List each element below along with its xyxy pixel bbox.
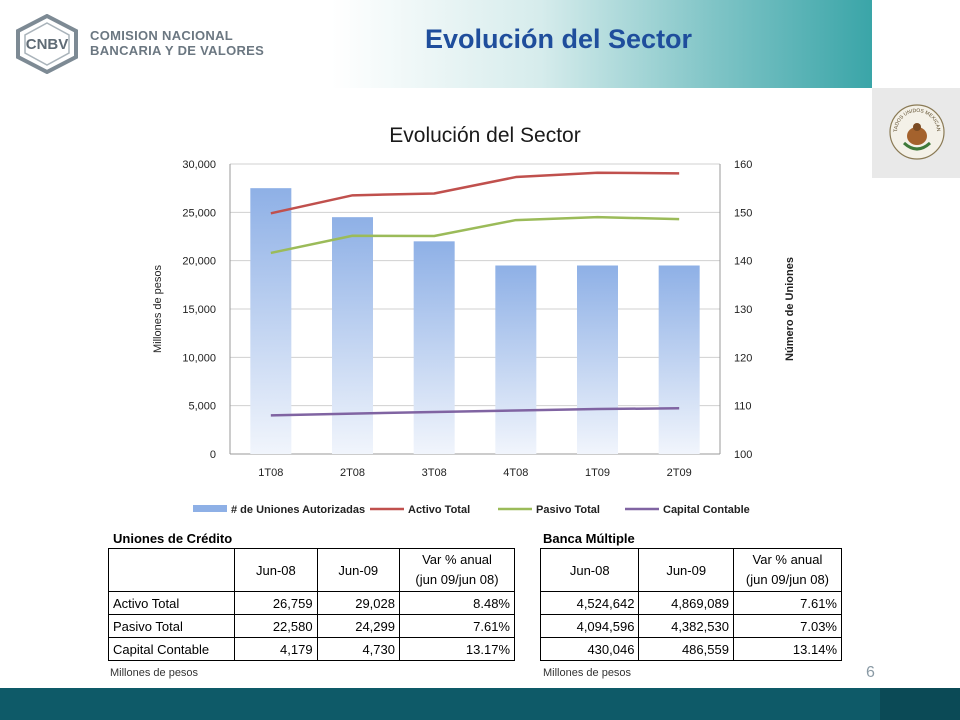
y2-tick-label: 130 — [734, 304, 752, 316]
banca-table: Jun-08 Jun-09 Var % anual (jun 09/jun 08… — [539, 548, 843, 661]
uniones-title: Uniones de Crédito — [113, 531, 233, 546]
bar — [332, 217, 373, 454]
footer-bar-right — [880, 688, 960, 720]
header-right-block — [872, 0, 960, 88]
table-row: Activo Total 26,759 29,028 8.48% — [107, 591, 516, 615]
logo-line-2: BANCARIA Y DE VALORES — [90, 43, 265, 58]
page-title: Evolución del Sector — [425, 24, 693, 54]
y2-tick-label: 140 — [734, 256, 752, 268]
y-tick-label: 15,000 — [182, 304, 216, 316]
row-label: Pasivo Total — [107, 614, 236, 638]
y-tick-label: 25,000 — [182, 207, 216, 219]
cell-value: 4,094,596 — [539, 614, 640, 638]
table-row: Capital Contable 4,179 4,730 13.17% — [107, 637, 516, 661]
legend-label: # de Uniones Autorizadas — [231, 504, 365, 516]
chart-title: Evolución del Sector — [389, 124, 580, 147]
table-row: 4,524,642 4,869,089 7.61% — [539, 591, 843, 615]
uniones-note: Millones de pesos — [110, 667, 199, 679]
var-header-line-1: Var % anual — [422, 552, 492, 567]
bar — [495, 265, 537, 454]
series-line — [270, 215, 680, 255]
cell-value: 8.48% — [398, 591, 516, 615]
cell-value: 13.17% — [398, 637, 516, 661]
table-header-cell: Jun-09 — [316, 548, 400, 592]
y2-tick-label: 160 — [734, 159, 752, 171]
table-header-row: Jun-08 Jun-09 Var % anual (jun 09/jun 08… — [107, 548, 516, 592]
logo-text: COMISION NACIONAL BANCARIA Y DE VALORES — [90, 28, 264, 58]
bar — [250, 188, 292, 454]
evolucion-chart: Evolución del Sector 0 100 5,000 110 10,000 12… — [152, 124, 796, 516]
var-header-line-2: (jun 09/jun 08) — [745, 572, 830, 587]
cnbv-logo-icon: CNBV — [16, 14, 78, 74]
x-tick-label: 2T09 — [667, 467, 692, 479]
y-axis-label: Millones de pesos — [152, 264, 164, 353]
bar — [658, 265, 700, 454]
footer-bar — [0, 688, 880, 720]
cell-value: 4,524,642 — [539, 591, 640, 615]
series-line — [270, 407, 680, 417]
var-header-line-1: Var % anual — [752, 552, 823, 567]
var-header-line-2: (jun 09/jun 08) — [415, 572, 499, 587]
x-tick-label: 1T09 — [585, 467, 610, 479]
table-row: Pasivo Total 22,580 24,299 7.61% — [107, 614, 516, 638]
cell-value: 22,580 — [234, 614, 318, 638]
table-header-row: Jun-08 Jun-09 Var % anual (jun 09/jun 08… — [539, 548, 843, 592]
y-tick-label: 30,000 — [182, 159, 216, 171]
table-row: 430,046 486,559 13.14% — [539, 637, 843, 661]
row-label: Capital Contable — [107, 637, 236, 661]
legend-label: Capital Contable — [663, 504, 750, 516]
cell-value: 24,299 — [316, 614, 400, 638]
cell-value: 4,382,530 — [638, 614, 734, 638]
table-header-cell: Jun-08 — [234, 548, 318, 592]
table-row: 4,094,596 4,382,530 7.03% — [539, 614, 843, 638]
cell-value: 29,028 — [316, 591, 400, 615]
cell-value: 7.03% — [732, 614, 843, 638]
table-header-cell: Var % anual (jun 09/jun 08) — [398, 548, 516, 592]
y2-tick-label: 150 — [734, 207, 752, 219]
cell-value: 486,559 — [638, 637, 734, 661]
mexico-seal-icon: ESTADOS UNIDOS MEXICANOS — [888, 103, 945, 160]
row-label: Activo Total — [107, 591, 236, 615]
table-corner-cell — [107, 548, 236, 592]
legend-label: Pasivo Total — [536, 504, 600, 516]
cell-value: 4,730 — [316, 637, 400, 661]
y2-tick-label: 120 — [734, 352, 752, 364]
cell-value: 26,759 — [234, 591, 318, 615]
y2-tick-label: 100 — [734, 449, 752, 461]
logo-abbr: CNBV — [26, 36, 69, 53]
x-tick-label: 3T08 — [422, 467, 447, 479]
x-tick-label: 2T08 — [340, 467, 365, 479]
y-tick-label: 10,000 — [182, 352, 216, 364]
legend-label: Activo Total — [408, 504, 470, 516]
y-tick-label: 20,000 — [182, 256, 216, 268]
y-tick-label: 0 — [210, 449, 216, 461]
table-header-cell: Jun-09 — [638, 548, 734, 592]
bar — [577, 265, 618, 454]
x-tick-label: 4T08 — [503, 467, 528, 479]
page-number: 6 — [866, 664, 875, 681]
banca-note: Millones de pesos — [543, 667, 632, 679]
cell-value: 13.14% — [732, 637, 843, 661]
cell-value: 430,046 — [539, 637, 640, 661]
y2-axis-label: Número de Uniones — [784, 257, 796, 361]
bar — [413, 241, 455, 454]
series-line — [270, 171, 680, 215]
header-banner — [0, 0, 872, 88]
y2-tick-label: 110 — [734, 401, 752, 413]
cell-value: 4,869,089 — [638, 591, 734, 615]
cell-value: 4,179 — [234, 637, 318, 661]
banca-title: Banca Múltiple — [543, 531, 635, 546]
x-tick-label: 1T08 — [258, 467, 283, 479]
uniones-table: Jun-08 Jun-09 Var % anual (jun 09/jun 08… — [107, 548, 516, 661]
table-header-cell: Jun-08 — [539, 548, 640, 592]
cell-value: 7.61% — [732, 591, 843, 615]
y-tick-label: 5,000 — [188, 401, 216, 413]
table-header-cell: Var % anual (jun 09/jun 08) — [732, 548, 843, 592]
legend-swatch — [193, 505, 227, 512]
logo-line-1: COMISION NACIONAL — [90, 28, 234, 43]
cell-value: 7.61% — [398, 614, 516, 638]
